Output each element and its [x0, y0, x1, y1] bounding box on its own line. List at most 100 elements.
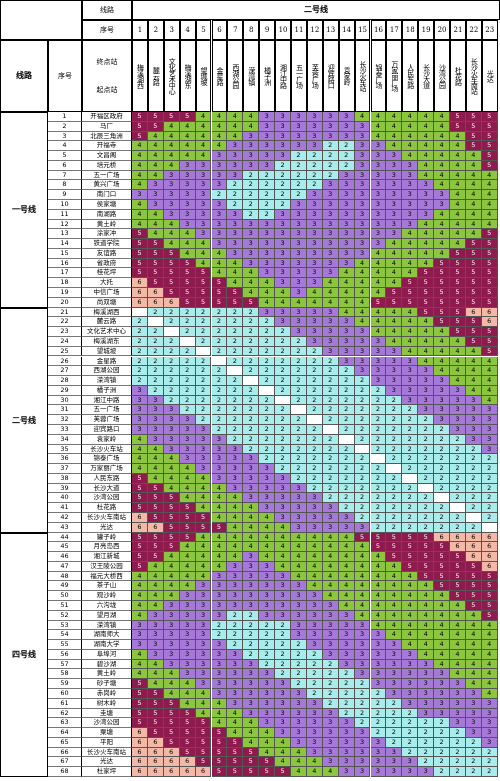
- fare-cell: 3: [450, 708, 466, 719]
- fare-cell: 5: [465, 288, 482, 298]
- fare-cell: 4: [132, 180, 148, 191]
- fare-cell: [163, 327, 180, 337]
- fare-cell: 4: [418, 239, 435, 249]
- fare-cell: 3: [291, 601, 307, 611]
- fare-cell: 4: [465, 200, 482, 210]
- fare-cell: 3: [291, 229, 307, 240]
- fare-cell: 2: [322, 444, 339, 455]
- row-station-name: 赤岗岭: [82, 689, 132, 699]
- fare-cell: 2: [291, 415, 307, 425]
- fare-cell: 5: [450, 268, 466, 279]
- column-station-label: 湘江中路: [279, 64, 288, 88]
- fare-cell: 5: [147, 239, 164, 249]
- fare-cell: 3: [211, 200, 228, 210]
- column-station-name: 五一广场: [291, 40, 307, 112]
- fare-cell: 2: [259, 376, 276, 386]
- fare-cell: 5: [418, 552, 435, 562]
- fare-cell: 4: [418, 620, 435, 631]
- fare-cell: 3: [259, 151, 276, 161]
- column-station-label: 五一广场: [295, 64, 304, 88]
- fare-cell: 2: [354, 454, 371, 465]
- fare-cell: 3: [481, 434, 498, 445]
- fare-cell: 2: [354, 679, 371, 689]
- fare-cell: 2: [275, 180, 291, 191]
- fare-cell: 4: [434, 170, 450, 181]
- fare-cell: 2: [402, 747, 419, 758]
- fare-cell: 2: [402, 728, 419, 738]
- fare-cell: 3: [418, 679, 435, 689]
- fare-cell: 4: [370, 561, 387, 572]
- fare-cell: 3: [322, 209, 339, 220]
- column-number: 14: [338, 20, 355, 40]
- fare-cell: 4: [434, 327, 450, 337]
- fare-cell: 4: [132, 581, 148, 592]
- fare-cell: 2: [259, 209, 276, 220]
- fare-cell: 3: [322, 747, 339, 758]
- fare-cell: 5: [450, 248, 466, 259]
- column-number: 4: [179, 20, 196, 40]
- fare-cell: 4: [132, 571, 148, 582]
- column-number: 5: [195, 20, 212, 40]
- fare-cell: 3: [195, 601, 212, 611]
- fare-cell: 3: [322, 708, 339, 719]
- fare-cell: 3: [211, 659, 228, 670]
- fare-cell: 2: [291, 659, 307, 670]
- fare-cell: 5: [163, 503, 180, 513]
- fare-cell: 6: [163, 747, 180, 758]
- fare-cell: 2: [179, 317, 196, 328]
- fare-cell: 2: [243, 317, 260, 328]
- fare-cell: 4: [275, 297, 291, 308]
- fare-cell: 3: [243, 464, 260, 474]
- section-label: 一号线: [0, 112, 48, 308]
- fare-cell: 5: [434, 307, 450, 318]
- row-number: 47: [48, 561, 82, 572]
- fare-cell: 3: [402, 376, 419, 386]
- fare-cell: 3: [132, 395, 148, 406]
- fare-cell: 2: [306, 356, 323, 367]
- fare-cell: 4: [163, 552, 180, 562]
- fare-cell: 4: [481, 170, 498, 181]
- fare-cell: 3: [322, 630, 339, 641]
- column-station-name: 芙蓉广场: [306, 40, 323, 112]
- fare-cell: 4: [402, 336, 419, 347]
- row-number: 17: [48, 268, 82, 279]
- fare-cell: 2: [275, 669, 291, 680]
- fare-cell: 2: [386, 493, 403, 504]
- fare-cell: 2: [450, 454, 466, 465]
- fare-cell: 3: [163, 434, 180, 445]
- row-number: 52: [48, 610, 82, 621]
- row-number: 51: [48, 601, 82, 611]
- fare-cell: 5: [163, 708, 180, 719]
- fare-cell: 2: [275, 434, 291, 445]
- fare-cell: 2: [338, 464, 355, 474]
- row-station-name: 万家丽广场: [82, 464, 132, 474]
- fare-cell: 3: [370, 336, 387, 347]
- fare-cell: 3: [147, 200, 164, 210]
- fare-cell: 3: [291, 200, 307, 210]
- fare-cell: 3: [243, 141, 260, 152]
- fare-cell: 3: [211, 640, 228, 650]
- fare-cell: 3: [163, 180, 180, 191]
- fare-cell: 5: [179, 728, 196, 738]
- fare-cell: 3: [227, 209, 244, 220]
- fare-cell: 3: [291, 141, 307, 152]
- fare-cell: 2: [259, 444, 276, 455]
- fare-cell: 4: [306, 767, 323, 778]
- fare-cell: 2: [306, 444, 323, 455]
- fare-cell: 2: [450, 747, 466, 758]
- fare-cell: 3: [338, 248, 355, 259]
- fare-cell: 3: [259, 141, 276, 152]
- fare-cell: 4: [418, 170, 435, 181]
- fare-cell: 2: [450, 728, 466, 738]
- fare-cell: 2: [450, 473, 466, 484]
- fare-cell: 2: [163, 346, 180, 357]
- fare-cell: 5: [402, 552, 419, 562]
- fare-cell: 2: [227, 385, 244, 396]
- fare-cell: 4: [163, 131, 180, 142]
- fare-cell: 4: [179, 151, 196, 161]
- fare-cell: 3: [243, 229, 260, 240]
- fare-cell: 3: [481, 405, 498, 416]
- fare-cell: 5: [386, 288, 403, 298]
- fare-cell: 5: [465, 239, 482, 249]
- fare-cell: 4: [450, 336, 466, 347]
